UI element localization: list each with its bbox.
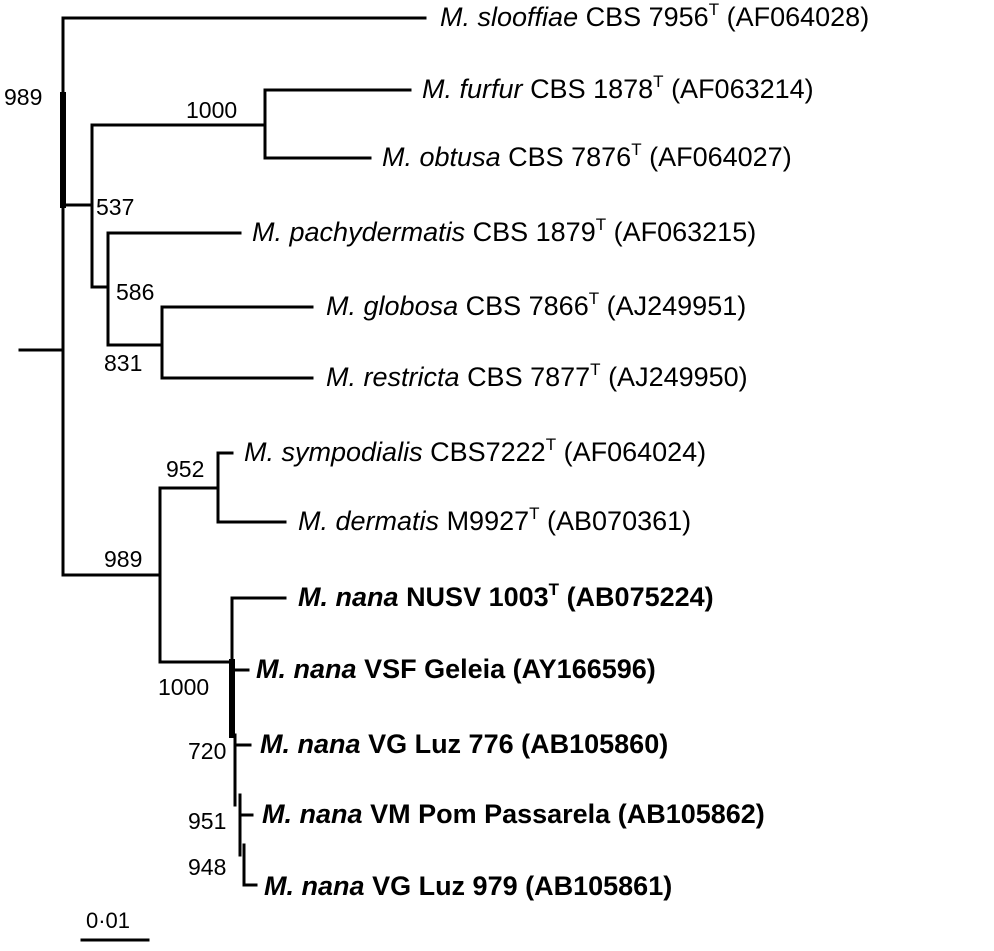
bootstrap-989-low: 989 bbox=[104, 546, 143, 572]
bootstrap-1000-nana: 1000 bbox=[158, 674, 210, 700]
taxon-label-restricta: M. restricta CBS 7877T (AJ249950) bbox=[326, 360, 748, 392]
bootstrap-989-top: 989 bbox=[4, 84, 43, 110]
bootstrap-537: 537 bbox=[96, 194, 135, 220]
taxon-label-furfur: M. furfur CBS 1878T (AF063214) bbox=[422, 72, 814, 104]
bootstrap-951: 951 bbox=[188, 808, 227, 834]
bootstrap-952: 952 bbox=[166, 456, 205, 482]
bootstrap-586: 586 bbox=[116, 279, 155, 305]
bootstrap-720: 720 bbox=[188, 738, 227, 764]
taxon-label-nana-luz776: M. nana VG Luz 776 (AB105860) bbox=[260, 729, 669, 759]
taxon-label-sympodialis: M. sympodialis CBS7222T (AF064024) bbox=[244, 435, 707, 467]
bootstrap-948: 948 bbox=[188, 854, 227, 880]
bootstrap-831: 831 bbox=[104, 350, 143, 376]
bootstrap-1000-furfur: 1000 bbox=[186, 97, 238, 123]
taxon-label-nana-nusv: M. nana NUSV 1003T (AB075224) bbox=[298, 580, 714, 612]
taxon-label-pachydermatis: M. pachydermatis CBS 1879T (AF063215) bbox=[252, 215, 757, 247]
taxon-label-nana-geleia: M. nana VSF Geleia (AY166596) bbox=[256, 654, 656, 684]
taxon-label-nana-pom: M. nana VM Pom Passarela (AB105862) bbox=[262, 799, 765, 829]
scale-bar-label: 0·01 bbox=[86, 908, 131, 933]
taxon-label-obtusa: M. obtusa CBS 7876T (AF064027) bbox=[382, 140, 792, 172]
taxon-label-globosa: M. globosa CBS 7866T (AJ249951) bbox=[326, 289, 747, 321]
taxon-label-nana-luz979: M. nana VG Luz 979 (AB105861) bbox=[264, 871, 673, 901]
taxon-label-dermatis: M. dermatis M9927T (AB070361) bbox=[298, 504, 692, 536]
taxon-label-slooffiae: M. slooffiae CBS 7956T (AF064028) bbox=[440, 0, 870, 32]
